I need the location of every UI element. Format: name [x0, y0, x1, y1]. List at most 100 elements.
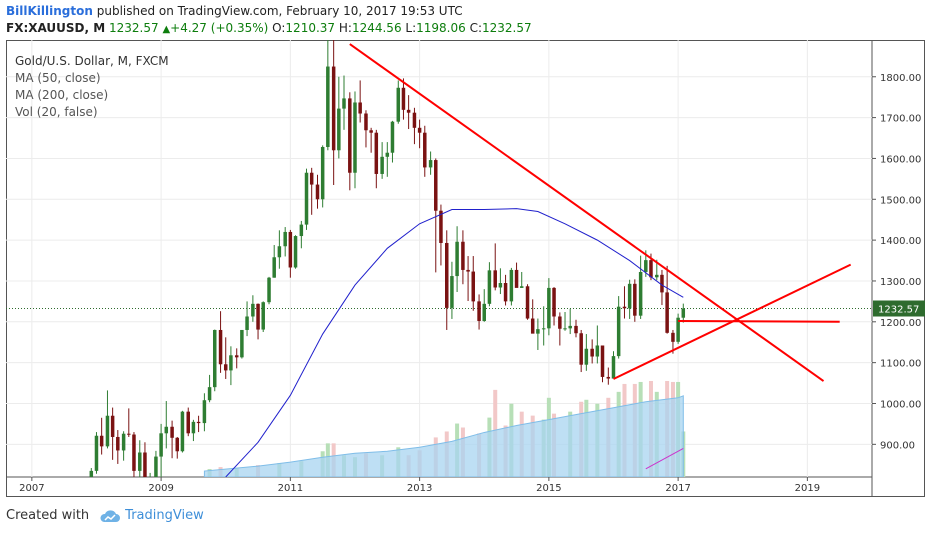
candle-body: [202, 400, 207, 424]
candle-body: [207, 387, 212, 401]
candle: [121, 431, 126, 461]
candle: [498, 268, 503, 295]
candle: [487, 262, 492, 307]
candle-body: [541, 328, 546, 330]
candle: [154, 450, 158, 477]
candle: [94, 432, 99, 474]
candle: [461, 230, 465, 285]
candle: [175, 436, 180, 459]
candle: [245, 301, 249, 337]
candle: [519, 271, 524, 288]
chart-area[interactable]: 900.00 1000.00 1100.00 1200.00 1300.00 1400.0…: [6, 40, 925, 497]
candle: [229, 346, 233, 386]
candle-body: [309, 172, 314, 185]
candle-body: [530, 318, 535, 334]
candle: [105, 390, 110, 449]
candle-body: [127, 433, 131, 435]
y-tick-label: 1400.00: [880, 236, 921, 247]
candle-body: [240, 329, 244, 358]
close-label: C:: [469, 21, 483, 35]
candle-body: [251, 303, 255, 317]
candle-body: [288, 231, 293, 268]
ma50-line: [225, 208, 684, 477]
candle-body: [180, 411, 185, 452]
candle: [406, 95, 411, 130]
candle-body: [364, 113, 368, 131]
candle-body: [482, 303, 486, 321]
candle: [606, 367, 611, 385]
candle: [234, 348, 239, 369]
y-tick-label: 1500.00: [880, 195, 921, 206]
candle-body: [369, 130, 373, 133]
candle: [304, 168, 309, 230]
candle: [450, 261, 454, 319]
candle: [390, 120, 395, 163]
open-label: O:: [272, 21, 286, 35]
candle-body: [390, 121, 395, 153]
candle: [283, 227, 287, 257]
candle: [423, 125, 427, 177]
candle-body: [277, 246, 282, 258]
candle: [186, 407, 190, 437]
low-value: 1198.06: [416, 21, 466, 35]
candle-body: [461, 241, 465, 270]
footer: Created with TradingView: [6, 508, 204, 523]
candle-body: [331, 66, 336, 151]
candle: [170, 420, 174, 459]
candle: [396, 80, 401, 124]
publish-line: BillKillington published on TradingView.…: [6, 3, 532, 20]
cloud-icon: [100, 509, 121, 522]
candle: [256, 303, 260, 340]
candle: [240, 329, 244, 359]
candle-body: [358, 102, 362, 114]
candle: [369, 127, 373, 153]
author-link[interactable]: BillKillington: [6, 4, 93, 18]
candle: [579, 329, 583, 373]
candle-body: [595, 345, 600, 357]
candle: [374, 129, 379, 189]
candle: [616, 296, 621, 359]
candle-body: [563, 328, 567, 330]
candle: [600, 345, 605, 383]
candle-body: [293, 236, 298, 268]
candle: [536, 318, 540, 350]
candle: [412, 107, 417, 145]
candle: [471, 256, 476, 311]
candle: [622, 286, 627, 319]
candle-body: [439, 210, 443, 243]
volume-ma-area: [203, 395, 684, 477]
legend-ma50: MA (50, close): [15, 71, 101, 85]
publish-info: published on TradingView.com, February 1…: [96, 4, 463, 18]
candle: [159, 423, 163, 477]
candle: [337, 76, 341, 159]
open-value: 1210.37: [285, 21, 336, 35]
candle-body: [353, 102, 357, 173]
candle-body: [143, 452, 147, 477]
candle-body: [509, 269, 514, 302]
candle: [138, 440, 142, 477]
up-arrow-icon: ▲: [162, 24, 171, 35]
candle-body: [428, 160, 433, 168]
price-chart[interactable]: 900.00 1000.00 1100.00 1200.00 1300.00 1400.0…: [6, 40, 925, 497]
y-tick-label: 1700.00: [880, 114, 921, 125]
candle: [212, 329, 217, 392]
candle-body: [450, 276, 454, 308]
candle: [191, 419, 196, 442]
candle: [558, 312, 562, 346]
candle-body: [558, 316, 562, 329]
tradingview-link[interactable]: TradingView: [125, 508, 204, 523]
created-with-label: Created with: [6, 508, 90, 523]
candle: [482, 289, 486, 322]
candle-body: [434, 160, 438, 211]
candle-body: [423, 132, 427, 168]
candle-body: [164, 426, 169, 434]
chart-legend: Gold/U.S. Dollar, M, FXCM MA (50, close)…: [15, 53, 169, 121]
candle-body: [218, 329, 223, 365]
close-value: 1232.57: [482, 21, 532, 35]
candle-body: [223, 364, 228, 371]
candle: [563, 312, 567, 331]
x-tick-label: 2009: [148, 483, 173, 494]
candle-body: [105, 415, 110, 447]
candle: [288, 229, 293, 278]
candle-body: [196, 421, 201, 424]
